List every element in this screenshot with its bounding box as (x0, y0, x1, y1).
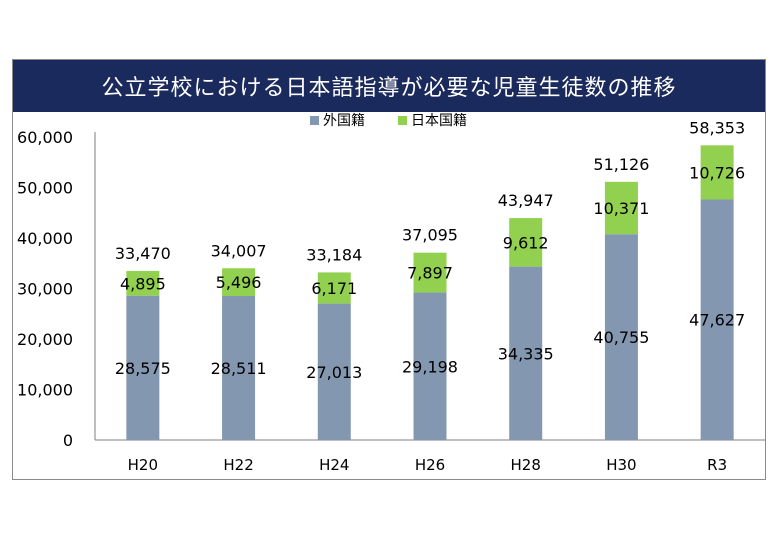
total-label: 37,095 (402, 226, 458, 245)
legend-label: 日本国籍 (411, 112, 467, 129)
y-tick-label: 30,000 (17, 280, 73, 299)
chart-labels: 28,575 4,895 33,470 28,511 5,496 34,007 27,013… (115, 118, 745, 381)
total-label: 58,353 (689, 118, 745, 137)
bar-segment-foreign (317, 303, 351, 440)
data-label: 47,627 (689, 311, 745, 330)
bar-segment-foreign (413, 292, 447, 440)
total-label: 51,126 (593, 155, 649, 174)
x-tick-label: R3 (707, 456, 727, 474)
total-label: 33,470 (115, 244, 171, 263)
data-label: 6,171 (311, 279, 357, 298)
legend-swatch-foreign (310, 116, 319, 125)
legend-label: 外国籍 (323, 112, 365, 129)
data-label: 10,371 (593, 199, 649, 218)
data-label: 5,496 (216, 273, 262, 292)
data-label: 4,895 (120, 274, 166, 293)
data-label: 40,755 (593, 328, 649, 347)
bar-segment-foreign (700, 199, 734, 440)
bar-segment-japanese (222, 268, 256, 297)
data-label: 27,013 (306, 363, 362, 382)
x-tick-label: H24 (319, 456, 349, 474)
bar-segment-japanese (509, 218, 543, 267)
x-tick-label: H22 (223, 456, 253, 474)
bar-segment-foreign (126, 295, 160, 440)
bar-segment-japanese (126, 270, 160, 296)
y-tick-label: 40,000 (17, 229, 73, 248)
y-tick-label: 10,000 (17, 381, 73, 400)
chart-axes: 0 10,000 20,000 30,000 40,000 50,000 60,000 H20… (17, 128, 765, 474)
data-label: 7,897 (407, 264, 453, 283)
total-label: 33,184 (306, 245, 362, 264)
x-tick-label: H20 (128, 456, 158, 474)
data-label: 9,612 (503, 233, 549, 252)
bar-segment-japanese (700, 145, 734, 200)
bar-segment-japanese (604, 181, 638, 235)
chart-title: 公立学校における日本語指導が必要な児童生徒数の推移 (13, 60, 765, 112)
x-tick-label: H28 (511, 456, 541, 474)
y-tick-label: 50,000 (17, 179, 73, 198)
legend-swatch-japanese (398, 116, 407, 125)
y-tick-label: 60,000 (17, 128, 73, 147)
total-label: 43,947 (498, 191, 554, 210)
x-tick-label: H30 (606, 456, 636, 474)
bar-segment-foreign (509, 266, 543, 440)
bar-segment-japanese (413, 252, 447, 293)
data-label: 10,726 (689, 163, 745, 182)
bar-segment-foreign (222, 296, 256, 440)
chart-bars (126, 145, 734, 440)
chart-legend: 外国籍 日本国籍 (310, 112, 467, 129)
bar-segment-foreign (604, 234, 638, 440)
data-label: 34,335 (498, 344, 554, 363)
data-label: 28,575 (115, 359, 171, 378)
x-tick-label: H26 (415, 456, 445, 474)
y-tick-label: 0 (63, 431, 73, 450)
data-label: 28,511 (211, 359, 267, 378)
total-label: 34,007 (211, 241, 267, 260)
y-tick-label: 20,000 (17, 330, 73, 349)
bar-segment-japanese (317, 272, 351, 304)
data-label: 29,198 (402, 357, 458, 376)
